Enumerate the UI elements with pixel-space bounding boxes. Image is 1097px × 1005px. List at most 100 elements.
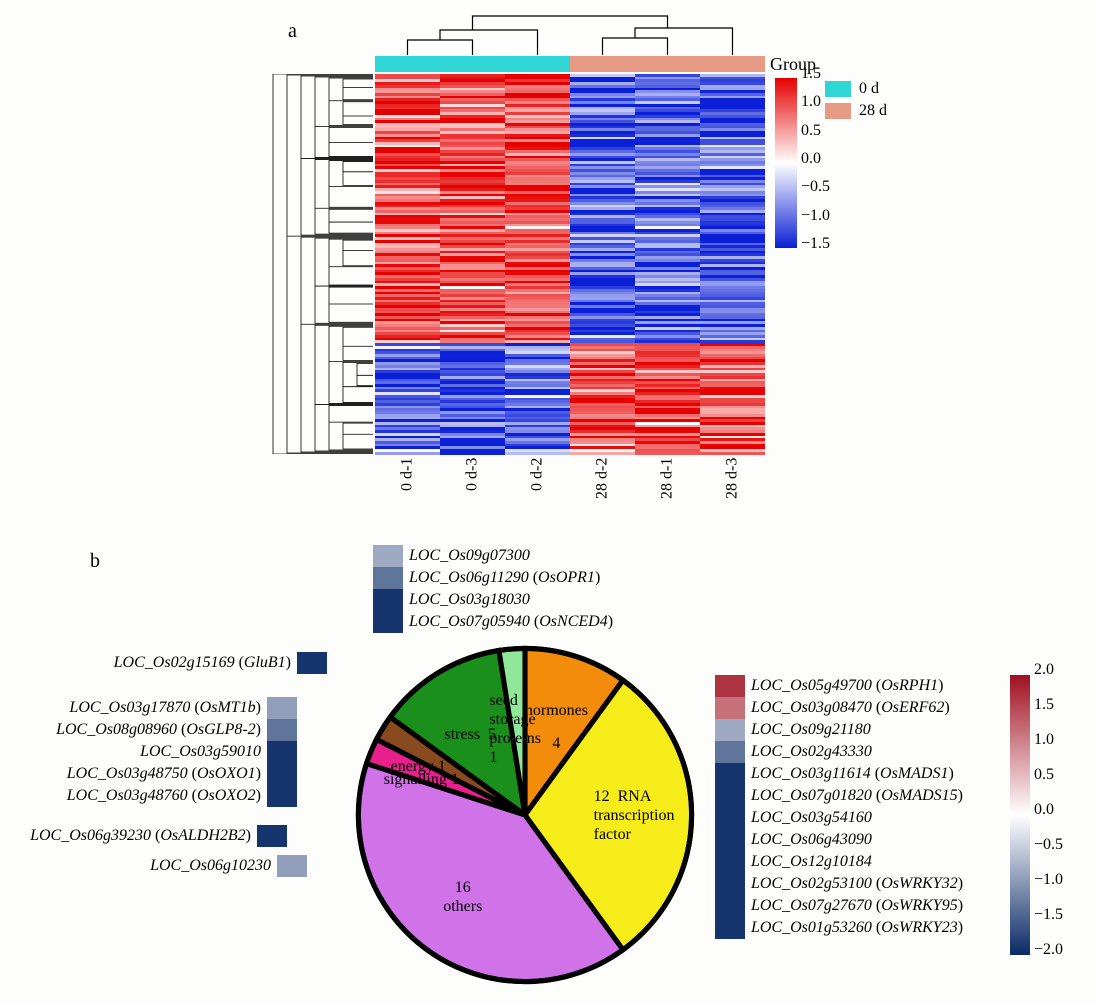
gene-swatch [277,855,307,877]
colorscale-tick: 2.0 [1034,661,1054,679]
gene-block-signalling: LOC_Os06g10230 [150,855,307,877]
gene-label: LOC_Os01g53260 (OsWRKY23) [751,919,963,937]
colorscale-tick: −1.0 [801,207,830,225]
heatmap-cell [635,452,700,455]
heatmap-column [505,74,570,454]
gene-label: LOC_Os03g48750 (OsOXO1) [67,765,261,783]
colorscale-tick: 1.5 [801,65,821,83]
colorscale-a [775,78,797,248]
gene-label: LOC_Os03g08470 (OsERF62) [751,699,950,717]
gene-swatch [267,785,297,807]
heatmap-column [635,74,700,454]
gene-swatch [373,589,403,611]
colorscale-tick: −1.5 [1034,906,1063,924]
heatmap-x-label: 0 d-1 [375,458,440,518]
gene-label: LOC_Os03g54160 [751,809,872,827]
pie-chart [355,645,695,985]
group-legend-swatch [825,81,851,97]
gene-row: LOC_Os09g21180 [715,719,963,741]
gene-row: LOC_Os02g15169 (GluB1) [114,652,327,674]
gene-row: LOC_Os02g43330 [715,741,963,763]
colorscale-tick: 1.0 [1034,731,1054,749]
gene-row: LOC_Os02g53100 (OsWRKY32) [715,873,963,895]
gene-swatch [373,545,403,567]
heatmap [375,74,765,454]
gene-swatch [715,851,745,873]
gene-row: LOC_Os03g17870 (OsMT1b) [56,697,297,719]
gene-swatch [715,917,745,939]
gene-block-hormones: LOC_Os09g07300 LOC_Os06g11290 (OsOPR1) LOC… [373,545,613,633]
gene-swatch [267,697,297,719]
gene-swatch [715,763,745,785]
group-cell [505,56,570,72]
colorscale-tick: −0.5 [1034,836,1063,854]
gene-row: LOC_Os06g39230 (OsALDH2B2) [30,825,287,847]
colorscale-tick: −2.0 [1034,941,1063,959]
gene-swatch [715,741,745,763]
gene-label: LOC_Os05g49700 (OsRPH1) [751,677,943,695]
colorscale-tick: 0.0 [801,150,821,168]
gene-row: LOC_Os08g08960 (OsGLP8-2) [56,719,297,741]
gene-swatch [715,807,745,829]
gene-row: LOC_Os06g43090 [715,829,963,851]
gene-label: LOC_Os07g01820 (OsMADS15) [751,787,963,805]
heatmap-x-label: 28 d-3 [700,458,765,518]
group-legend-label: 0 d [859,80,879,98]
heatmap-column [375,74,440,454]
gene-swatch [715,895,745,917]
gene-swatch [715,697,745,719]
row-dendrogram [265,74,373,454]
gene-row: LOC_Os07g27670 (OsWRKY95) [715,895,963,917]
gene-row: LOC_Os03g54160 [715,807,963,829]
gene-label: LOC_Os02g15169 (GluB1) [114,654,291,672]
gene-label: LOC_Os02g43330 [751,743,872,761]
group-cell [440,56,505,72]
group-bar [375,56,765,72]
heatmap-cell [570,452,635,455]
gene-label: LOC_Os03g59010 [140,743,261,761]
group-cell [570,56,635,72]
heatmap-column [570,74,635,454]
gene-swatch [267,763,297,785]
panel-b: LOC_Os09g07300 LOC_Os06g11290 (OsOPR1) LOC… [0,545,1097,1005]
gene-row: LOC_Os03g08470 (OsERF62) [715,697,963,719]
gene-label: LOC_Os07g05940 (OsNCED4) [409,613,613,631]
gene-row: LOC_Os03g11614 (OsMADS1) [715,763,963,785]
group-legend-label: 28 d [859,102,887,120]
gene-label: LOC_Os06g10230 [150,857,271,875]
colorscale-b [1010,675,1030,955]
gene-swatch [257,825,287,847]
gene-row: LOC_Os05g49700 (OsRPH1) [715,675,963,697]
gene-row: LOC_Os07g05940 (OsNCED4) [373,611,613,633]
heatmap-cell [375,452,440,455]
gene-label: LOC_Os03g48760 (OsOXO2) [67,787,261,805]
column-dendrogram [375,10,765,55]
heatmap-x-label: 28 d-1 [635,458,700,518]
gene-label: LOC_Os06g11290 (OsOPR1) [409,569,600,587]
gene-label: LOC_Os09g21180 [751,721,871,739]
gene-label: LOC_Os08g08960 (OsGLP8-2) [56,721,261,739]
gene-label: LOC_Os02g53100 (OsWRKY32) [751,875,963,893]
colorscale-tick: 1.0 [801,93,821,111]
gene-row: LOC_Os09g07300 [373,545,613,567]
gene-label: LOC_Os06g39230 (OsALDH2B2) [30,827,251,845]
gene-label: LOC_Os12g10184 [751,853,872,871]
group-legend-row: 0 d [825,80,887,98]
gene-swatch [715,675,745,697]
gene-swatch [297,652,327,674]
gene-row: LOC_Os03g18030 [373,589,613,611]
gene-row: LOC_Os03g48760 (OsOXO2) [56,785,297,807]
gene-swatch [715,785,745,807]
gene-row: LOC_Os06g11290 (OsOPR1) [373,567,613,589]
colorscale-tick: 0.0 [1034,801,1054,819]
group-legend-swatch [825,103,851,119]
heatmap-column [440,74,505,454]
group-cell [700,56,765,72]
heatmap-x-label: 0 d-3 [440,458,505,518]
colorscale-tick: −0.5 [801,178,830,196]
gene-block-seed-storage-proteins: LOC_Os02g15169 (GluB1) [114,652,327,674]
gene-row: LOC_Os12g10184 [715,851,963,873]
gene-swatch [373,611,403,633]
gene-swatch [715,829,745,851]
gene-row: LOC_Os03g48750 (OsOXO1) [56,763,297,785]
